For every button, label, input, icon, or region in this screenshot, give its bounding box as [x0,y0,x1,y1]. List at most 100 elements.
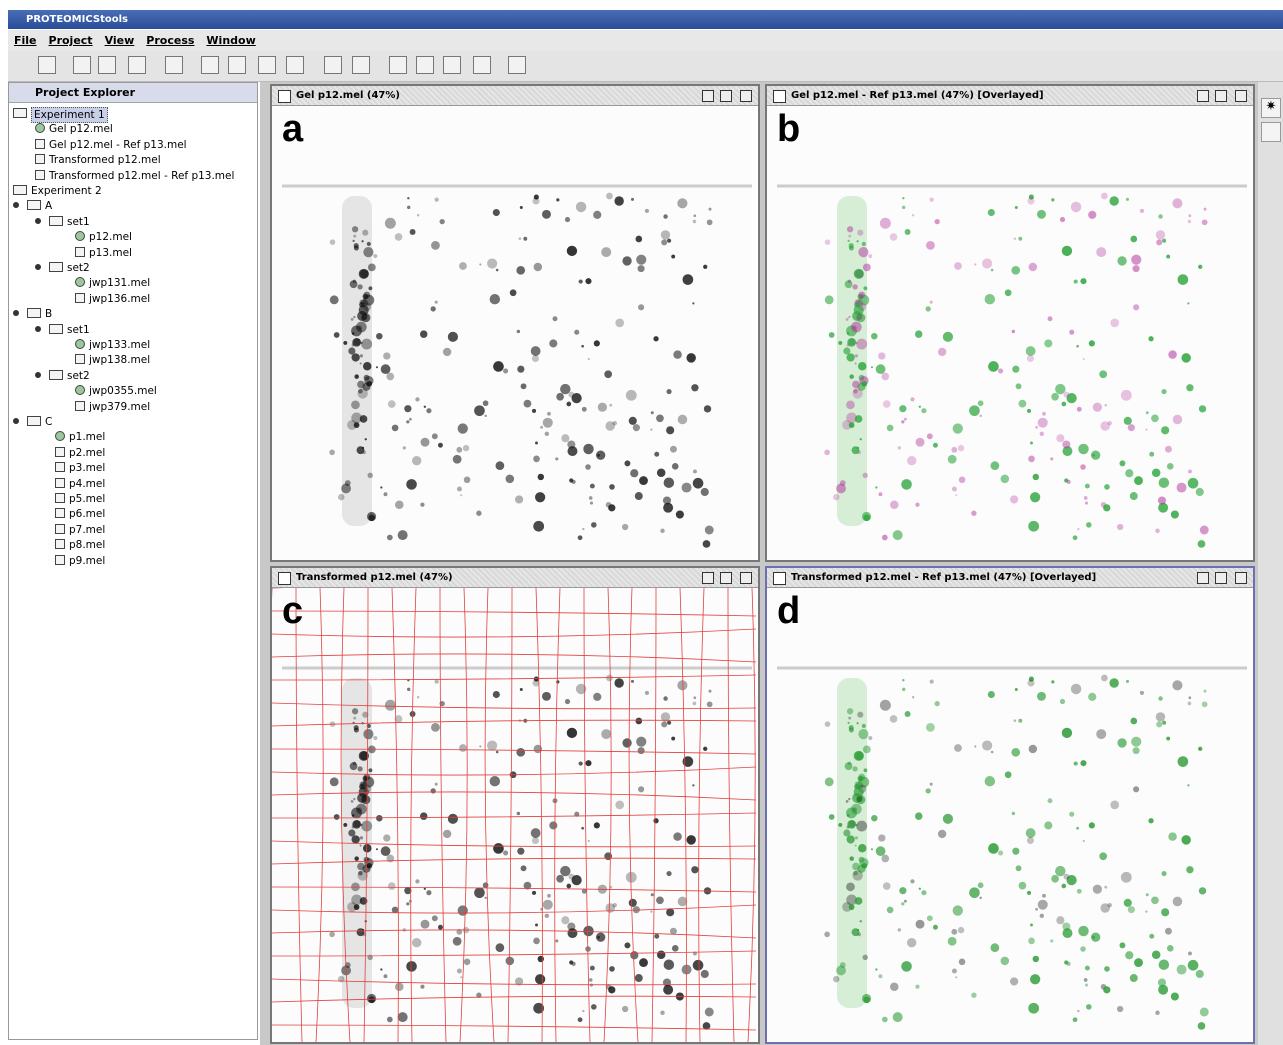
gel-spot [890,501,899,510]
tree-item[interactable]: B [45,307,52,321]
gel-spot [1130,492,1138,500]
gel-spot [871,366,873,368]
gel-spot [1080,464,1086,470]
tree-item[interactable]: p3.mel [69,461,105,475]
menu-item[interactable]: Process [146,34,194,47]
tree-item[interactable]: jwp138.mel [89,353,150,367]
gel-spot [1204,208,1207,211]
tool-button[interactable] [286,56,304,74]
gel-spot [520,688,523,691]
gel-spot [1131,255,1141,265]
gel-spot [608,504,615,511]
window-control[interactable] [702,90,714,102]
gel-spot [1126,680,1129,683]
gel-spot [1110,800,1119,809]
gel-spot [1019,882,1027,890]
tree-item[interactable]: p9.mel [69,554,105,568]
gel-spot [683,274,694,285]
tool-button[interactable] [389,56,407,74]
gel-spot [1171,510,1179,518]
tree-item[interactable]: jwp136.mel [89,292,150,306]
tree-item[interactable]: p1.mel [69,430,105,444]
tree-item[interactable]: p12.mel [89,230,132,244]
menu-item[interactable]: File [14,34,37,47]
gel-spot [952,969,957,974]
tool-button[interactable] [38,56,56,74]
tree-item[interactable]: Transformed p12.mel [49,153,161,167]
gel-spot [369,997,376,1004]
tool-button[interactable] [352,56,370,74]
tree-item[interactable]: A [45,199,52,213]
tree-icon [49,370,63,380]
window-control[interactable] [740,90,752,102]
gel-panel[interactable]: Transformed p12.mel (47%)c [270,566,760,1044]
window-control[interactable] [1197,572,1209,584]
tree-item[interactable]: set1 [67,215,90,229]
tool-button[interactable] [165,56,183,74]
tree-item[interactable]: set1 [67,323,90,337]
tool-button[interactable] [128,56,146,74]
tree-item[interactable]: set2 [67,261,90,275]
menu-item[interactable]: Window [206,34,255,47]
gel-spot [951,929,957,935]
gel-panel[interactable]: Gel p12.mel (47%)a [270,84,760,562]
window-control[interactable] [1215,90,1227,102]
tree-item[interactable]: set2 [67,369,90,383]
gel-spot [1188,220,1192,224]
tree-item[interactable]: p8.mel [69,538,105,552]
tree-item[interactable]: jwp133.mel [89,338,150,352]
tree-item[interactable]: Experiment 2 [31,184,102,198]
gel-spot [899,405,906,412]
tool-button[interactable] [324,56,342,74]
gel-spot [457,487,462,492]
tree-item[interactable]: p4.mel [69,477,105,491]
gel-spot [493,843,504,854]
side-button[interactable]: ✷ [1261,98,1281,118]
tool-button[interactable] [73,56,91,74]
tool-button[interactable] [98,56,116,74]
side-button[interactable] [1261,122,1281,142]
window-control[interactable] [740,572,752,584]
tree-item[interactable]: jwp0355.mel [89,384,157,398]
gel-spot [854,305,864,315]
gel-spot [517,848,524,855]
gel-spot [460,494,462,496]
gel-panel[interactable]: Transformed p12.mel - Ref p13.mel (47%) … [765,566,1255,1044]
tree-item[interactable]: Experiment 1 [31,107,108,123]
tree-item[interactable]: p7.mel [69,523,105,537]
menu-item[interactable]: View [105,34,135,47]
window-control[interactable] [1197,90,1209,102]
gel-spot [843,347,850,354]
tool-button[interactable] [473,56,491,74]
tool-button[interactable] [201,56,219,74]
tree-item[interactable]: p13.mel [89,246,132,260]
gel-spot [360,354,363,357]
gel-spot [840,962,846,968]
window-control[interactable] [1235,90,1247,102]
window-control[interactable] [720,572,732,584]
tool-button[interactable] [416,56,434,74]
tool-button[interactable] [443,56,461,74]
tree-item[interactable]: p5.mel [69,492,105,506]
gel-spot [1086,522,1092,528]
tree-item[interactable]: Transformed p12.mel - Ref p13.mel [49,169,234,183]
tree-item[interactable]: p6.mel [69,507,105,521]
tree-item[interactable]: Gel p12.mel - Ref p13.mel [49,138,187,152]
tree-item[interactable]: p2.mel [69,446,105,460]
window-control[interactable] [1215,572,1227,584]
window-control[interactable] [720,90,732,102]
tree-item[interactable]: jwp379.mel [89,400,150,414]
tree-item[interactable]: jwp131.mel [89,276,150,290]
tool-button[interactable] [258,56,276,74]
tool-button[interactable] [228,56,246,74]
gel-spot [1085,984,1088,987]
gel-spot [1128,424,1135,431]
gel-panel[interactable]: Gel p12.mel - Ref p13.mel (47%) [Overlay… [765,84,1255,562]
tree-item[interactable]: Gel p12.mel [49,122,113,136]
window-control[interactable] [702,572,714,584]
tool-button[interactable] [508,56,526,74]
gel-spot [353,235,356,238]
window-control[interactable] [1235,572,1247,584]
menu-item[interactable]: Project [49,34,93,47]
tree-item[interactable]: C [45,415,52,429]
